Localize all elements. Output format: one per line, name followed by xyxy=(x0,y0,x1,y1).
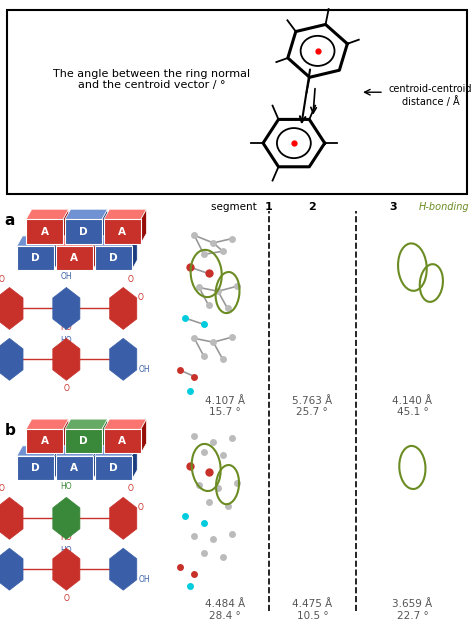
Polygon shape xyxy=(26,429,63,453)
Polygon shape xyxy=(109,548,137,590)
Text: 25.7 °: 25.7 ° xyxy=(297,407,328,417)
Text: HO: HO xyxy=(61,323,72,332)
Text: 4.107 Å: 4.107 Å xyxy=(205,396,245,406)
Polygon shape xyxy=(56,456,92,480)
Polygon shape xyxy=(109,338,137,380)
Polygon shape xyxy=(102,419,108,453)
Text: O: O xyxy=(128,275,134,284)
Polygon shape xyxy=(54,446,60,480)
Polygon shape xyxy=(109,287,137,329)
Polygon shape xyxy=(104,429,141,453)
Polygon shape xyxy=(102,209,108,244)
Polygon shape xyxy=(94,446,137,456)
Polygon shape xyxy=(0,287,23,329)
Polygon shape xyxy=(94,456,132,480)
Text: 4.484 Å: 4.484 Å xyxy=(205,599,245,609)
Polygon shape xyxy=(0,497,23,539)
Text: segment: segment xyxy=(211,202,260,212)
Text: A: A xyxy=(70,253,78,263)
Polygon shape xyxy=(26,219,63,244)
Polygon shape xyxy=(132,446,137,480)
Text: O: O xyxy=(64,384,69,393)
Text: O: O xyxy=(128,485,134,494)
Polygon shape xyxy=(26,419,69,429)
Text: A: A xyxy=(41,226,48,237)
Text: D: D xyxy=(31,463,40,473)
Text: 3: 3 xyxy=(390,202,397,212)
Polygon shape xyxy=(141,419,146,453)
Polygon shape xyxy=(65,219,102,244)
Polygon shape xyxy=(56,446,99,456)
Text: HO: HO xyxy=(61,533,72,542)
Polygon shape xyxy=(53,287,80,329)
Polygon shape xyxy=(94,246,132,270)
Polygon shape xyxy=(63,209,69,244)
Text: D: D xyxy=(31,253,40,263)
Text: 5.763 Å: 5.763 Å xyxy=(292,396,332,406)
Text: 28.4 °: 28.4 ° xyxy=(209,611,240,621)
Text: O: O xyxy=(64,594,69,603)
Text: 10.5 °: 10.5 ° xyxy=(297,611,328,621)
Polygon shape xyxy=(0,338,23,380)
Polygon shape xyxy=(132,236,137,270)
Text: D: D xyxy=(79,436,88,446)
Text: 1: 1 xyxy=(264,202,272,212)
Text: A: A xyxy=(118,226,126,237)
Text: HO: HO xyxy=(61,336,72,345)
Polygon shape xyxy=(56,236,99,246)
Text: 4.140 Å: 4.140 Å xyxy=(392,396,432,406)
Polygon shape xyxy=(63,419,69,453)
Text: A: A xyxy=(70,463,78,473)
FancyBboxPatch shape xyxy=(7,10,467,194)
Text: HO: HO xyxy=(61,546,72,555)
Polygon shape xyxy=(17,446,60,456)
Polygon shape xyxy=(65,419,108,429)
Polygon shape xyxy=(104,419,146,429)
Polygon shape xyxy=(53,548,80,590)
Text: 15.7 °: 15.7 ° xyxy=(209,407,240,417)
Polygon shape xyxy=(26,209,69,219)
Polygon shape xyxy=(17,246,54,270)
Text: H-bonding: H-bonding xyxy=(419,202,469,212)
Text: A: A xyxy=(118,436,126,446)
Text: OH: OH xyxy=(139,365,151,375)
Text: O: O xyxy=(137,293,143,303)
Text: 22.7 °: 22.7 ° xyxy=(397,611,428,621)
Polygon shape xyxy=(92,236,99,270)
Text: 3.659 Å: 3.659 Å xyxy=(392,599,432,609)
Text: 2: 2 xyxy=(309,202,316,212)
Polygon shape xyxy=(17,456,54,480)
Text: A: A xyxy=(41,436,48,446)
Text: D: D xyxy=(109,253,118,263)
Text: OH: OH xyxy=(139,575,151,584)
Polygon shape xyxy=(65,209,108,219)
Text: O: O xyxy=(137,503,143,513)
Polygon shape xyxy=(92,446,99,480)
Polygon shape xyxy=(56,246,92,270)
Text: 4.475 Å: 4.475 Å xyxy=(292,599,332,609)
Polygon shape xyxy=(65,429,102,453)
Polygon shape xyxy=(17,236,60,246)
Polygon shape xyxy=(104,209,146,219)
Polygon shape xyxy=(141,209,146,244)
Polygon shape xyxy=(94,236,137,246)
Text: D: D xyxy=(79,226,88,237)
Text: O: O xyxy=(0,275,5,284)
Text: HO: HO xyxy=(61,482,72,491)
Text: OH: OH xyxy=(61,272,72,281)
Text: b: b xyxy=(5,423,16,438)
Text: a: a xyxy=(5,213,15,228)
Polygon shape xyxy=(104,219,141,244)
Text: centroid-centroid
distance / Å: centroid-centroid distance / Å xyxy=(389,84,472,107)
Text: D: D xyxy=(109,463,118,473)
Polygon shape xyxy=(53,338,80,380)
Polygon shape xyxy=(109,497,137,539)
Polygon shape xyxy=(0,548,23,590)
Text: The angle between the ring normal
and the centroid vector / °: The angle between the ring normal and th… xyxy=(53,69,250,90)
Polygon shape xyxy=(54,236,60,270)
Polygon shape xyxy=(53,497,80,539)
Text: O: O xyxy=(0,485,5,494)
Text: 45.1 °: 45.1 ° xyxy=(397,407,428,417)
